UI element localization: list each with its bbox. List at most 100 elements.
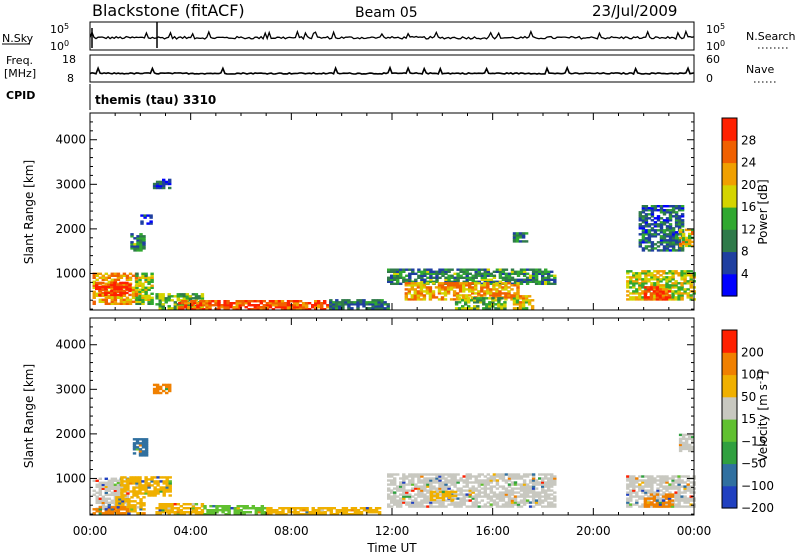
data-cell — [432, 276, 436, 280]
data-cell — [120, 490, 124, 493]
data-cell — [678, 439, 683, 443]
data-cell — [134, 288, 139, 292]
colorbar-tick-label: 4 — [741, 267, 749, 281]
data-cell — [123, 476, 127, 479]
data-cell — [671, 207, 676, 210]
data-cell — [441, 494, 446, 498]
data-cell — [531, 501, 536, 504]
data-cell — [518, 240, 523, 243]
colorbar-tick-label: −200 — [741, 501, 774, 515]
data-cell — [301, 308, 306, 311]
data-cell — [489, 274, 494, 278]
data-cell — [659, 483, 663, 486]
data-cell — [200, 295, 205, 298]
data-cell — [646, 505, 651, 508]
data-cell — [647, 233, 652, 236]
data-cell — [141, 446, 146, 449]
data-cell — [677, 290, 681, 293]
data-cell — [691, 445, 695, 449]
data-cell — [691, 435, 695, 439]
data-cell — [191, 507, 196, 510]
data-cell — [665, 503, 669, 506]
data-cell — [429, 268, 433, 271]
data-cell — [377, 507, 382, 510]
data-cell — [477, 505, 482, 508]
data-cell — [101, 497, 106, 501]
data-cell — [417, 505, 421, 508]
data-cell — [277, 300, 282, 303]
data-cell — [417, 489, 421, 492]
data-cell — [393, 501, 397, 504]
data-cell — [644, 237, 649, 240]
data-cell — [649, 288, 654, 291]
data-cell — [147, 300, 151, 304]
data-cell — [653, 225, 658, 228]
data-cell — [98, 300, 103, 304]
data-cell — [476, 299, 480, 302]
nsearch-tick-top: 105 — [706, 22, 725, 36]
data-cell — [674, 249, 679, 252]
data-cell — [541, 278, 545, 282]
data-cell — [447, 479, 451, 482]
data-cell — [139, 502, 143, 505]
data-cell — [101, 505, 106, 509]
data-cell — [141, 442, 146, 445]
data-cell — [292, 308, 297, 311]
data-cell — [438, 479, 442, 482]
data-cell — [658, 503, 663, 506]
data-cell — [420, 272, 424, 276]
data-cell — [305, 509, 309, 512]
data-cell — [113, 302, 118, 306]
data-cell — [185, 511, 190, 514]
data-cell — [686, 505, 690, 508]
data-cell — [120, 482, 124, 485]
data-cell — [223, 306, 227, 309]
data-cell — [133, 237, 137, 240]
data-cell — [98, 293, 102, 297]
data-cell — [686, 499, 690, 502]
data-cell — [329, 299, 333, 302]
data-cell — [650, 276, 654, 279]
data-cell — [653, 223, 658, 226]
data-cell — [482, 297, 486, 300]
data-cell — [141, 438, 146, 441]
data-cell — [390, 479, 394, 482]
data-cell — [450, 497, 454, 500]
data-cell — [402, 499, 406, 502]
data-cell — [92, 280, 96, 284]
data-cell — [168, 186, 172, 190]
data-cell — [265, 302, 270, 305]
data-cell — [141, 290, 145, 294]
data-cell — [678, 433, 683, 437]
data-cell — [405, 491, 409, 494]
data-cell — [426, 276, 430, 280]
data-cell — [101, 503, 106, 507]
data-cell — [365, 303, 369, 306]
data-cell — [119, 291, 123, 295]
data-cell — [521, 236, 526, 239]
data-cell — [142, 237, 146, 240]
data-cell — [544, 481, 548, 484]
data-cell — [641, 284, 645, 287]
data-cell — [147, 278, 151, 282]
data-cell — [653, 235, 658, 238]
data-cell — [167, 299, 171, 302]
data-cell — [468, 477, 472, 480]
data-cell — [480, 499, 485, 502]
data-cell — [483, 282, 487, 285]
data-cell — [462, 270, 466, 274]
data-cell — [689, 294, 693, 297]
freq-unit: [MHz] — [4, 67, 36, 80]
data-cell — [299, 513, 303, 516]
data-cell — [133, 247, 137, 250]
data-cell — [553, 491, 557, 494]
data-cell — [477, 268, 482, 271]
data-cell — [635, 276, 639, 279]
data-cell — [95, 281, 99, 285]
data-cell — [250, 308, 255, 311]
data-cell — [674, 296, 678, 299]
data-cell — [504, 473, 509, 476]
data-cell — [553, 280, 557, 284]
data-cell — [193, 300, 197, 303]
data-cell — [179, 295, 184, 298]
